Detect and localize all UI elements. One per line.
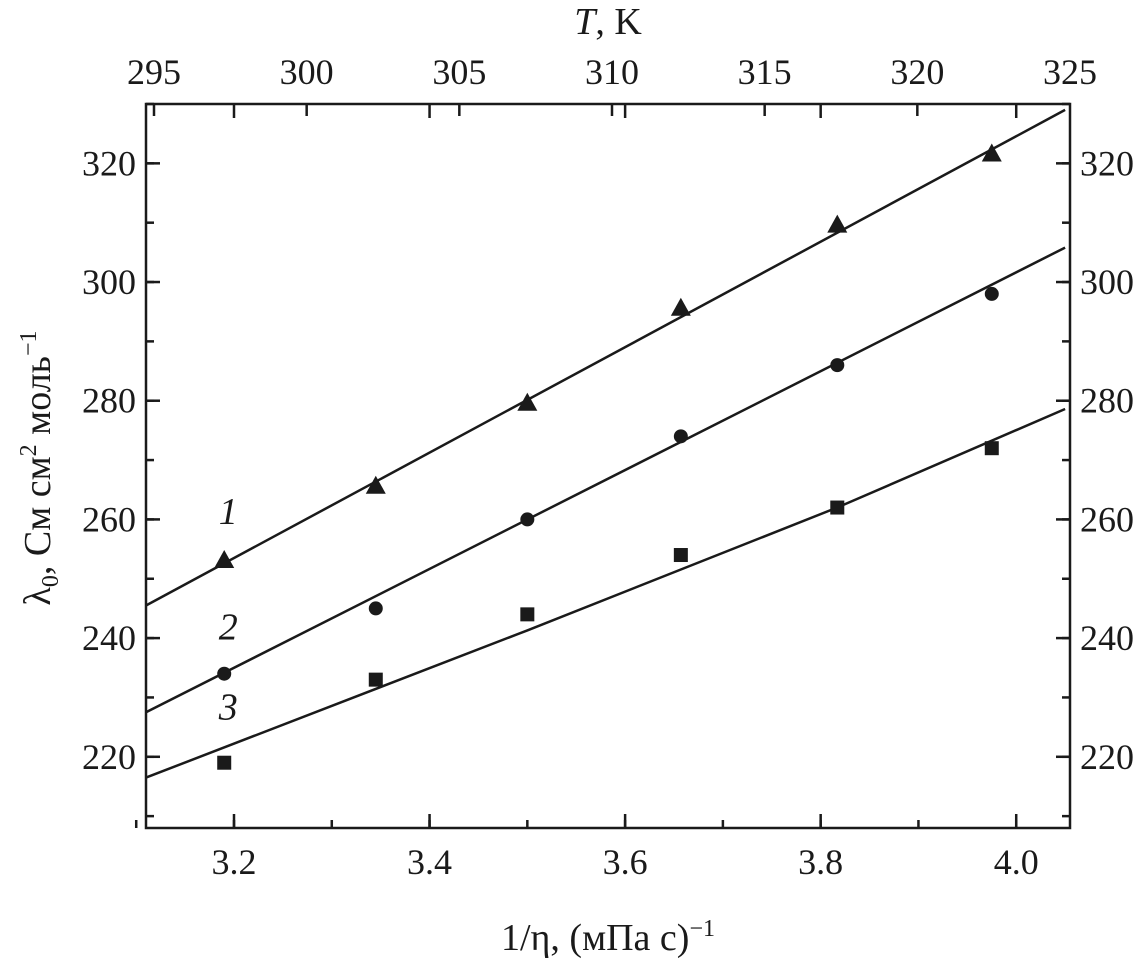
curve-label-2: 2 <box>219 607 238 649</box>
fit-line-1 <box>145 108 1066 607</box>
right-tick-label: 220 <box>1080 737 1134 777</box>
bottom-axis-title: 1/η, (мПа с)−1 <box>501 916 715 959</box>
left-axis-title-sup2: 2 <box>16 444 42 456</box>
right-tick-label: 280 <box>1080 381 1134 421</box>
left-tick-label: 260 <box>82 499 136 539</box>
bottom-tick-label: 3.2 <box>212 842 257 882</box>
data-markers <box>214 143 1002 770</box>
axis-ticks: 3.2 3.4 3.6 3.8 4.0 295 300 305 310 315 320 325 220 2… <box>82 52 1134 882</box>
left-axis-title-sub: 0 <box>38 575 64 587</box>
data-point-square <box>520 607 535 622</box>
left-axis-title-mol: моль <box>17 356 59 444</box>
left-tick-label: 220 <box>82 737 136 777</box>
plot-frame <box>144 102 1072 830</box>
right-tick-label: 260 <box>1080 499 1134 539</box>
data-point-circle <box>673 429 688 444</box>
top-tick-label: 310 <box>585 52 639 92</box>
top-tick-label: 295 <box>127 52 181 92</box>
left-tick-label: 320 <box>82 143 136 183</box>
bottom-tick-label: 3.6 <box>603 842 648 882</box>
top-axis-title-unit: , K <box>595 1 642 43</box>
curve-label-1: 1 <box>219 491 238 533</box>
curve-label-3: 3 <box>218 687 238 729</box>
top-tick-label: 305 <box>432 52 486 92</box>
fit-line-3 <box>145 407 1066 779</box>
bottom-tick-label: 3.4 <box>407 842 452 882</box>
left-axis-title-sup: −1 <box>16 330 42 356</box>
left-tick-label: 280 <box>82 381 136 421</box>
top-tick-label: 320 <box>890 52 944 92</box>
data-point-square <box>984 441 999 456</box>
data-point-circle <box>830 358 845 373</box>
fit-lines <box>145 108 1066 779</box>
data-point-triangle <box>981 143 1002 162</box>
left-tick-label: 240 <box>82 618 136 658</box>
data-point-square <box>368 672 383 687</box>
data-point-triangle <box>214 549 235 568</box>
top-tick-label: 315 <box>738 52 792 92</box>
data-point-square <box>673 548 688 563</box>
top-tick-label: 300 <box>280 52 334 92</box>
data-point-triangle <box>670 297 691 316</box>
left-tick-label: 300 <box>82 262 136 302</box>
data-point-square <box>830 500 845 515</box>
right-tick-label: 300 <box>1080 262 1134 302</box>
bottom-tick-label: 3.8 <box>798 842 843 882</box>
data-point-circle <box>368 601 383 616</box>
data-point-square <box>217 755 232 770</box>
data-point-triangle <box>517 392 538 411</box>
top-tick-label: 325 <box>1043 52 1097 92</box>
data-point-circle <box>984 286 999 301</box>
left-axis-title-lambda: λ <box>17 587 59 606</box>
bottom-axis-title-text: 1/η, (мПа с) <box>501 917 689 959</box>
top-axis-title: T, K <box>574 1 642 43</box>
bottom-tick-label: 4.0 <box>994 842 1039 882</box>
data-point-triangle <box>827 214 848 233</box>
data-point-circle <box>520 512 535 527</box>
bottom-axis-title-sup: −1 <box>689 916 715 942</box>
fit-line-2 <box>145 246 1066 714</box>
top-axis-title-var: T <box>574 1 598 43</box>
right-tick-label: 320 <box>1080 143 1134 183</box>
left-axis-title-mid: , См см <box>17 456 59 575</box>
data-point-circle <box>217 666 232 681</box>
left-axis-title: λ0, См см2 моль−1 <box>16 330 64 605</box>
data-point-triangle <box>365 475 386 494</box>
right-tick-label: 240 <box>1080 618 1134 658</box>
curve-labels: 1 2 3 <box>218 491 238 729</box>
